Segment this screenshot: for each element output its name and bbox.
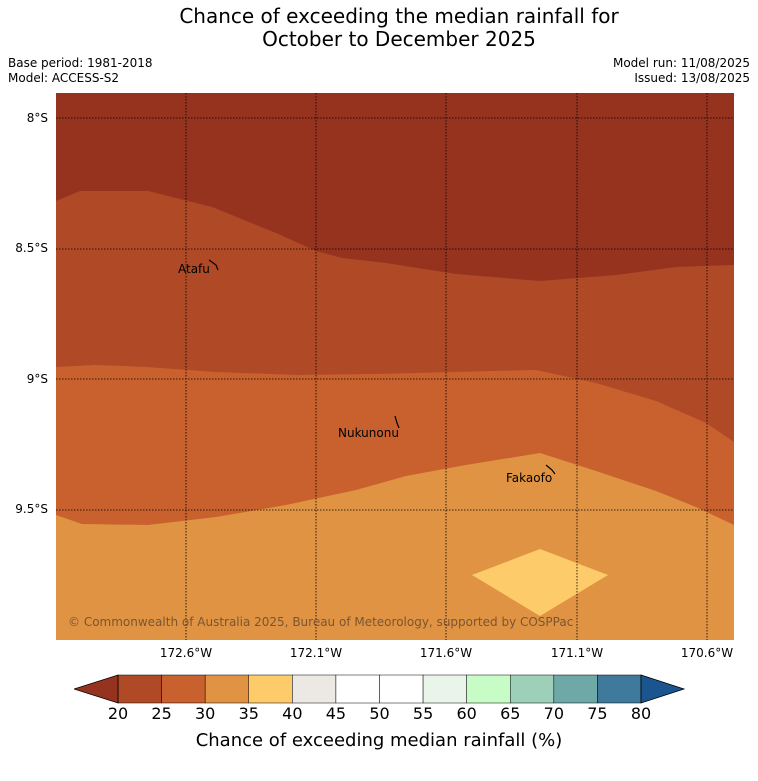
colorbar-segment: [466, 674, 511, 704]
colorbar-segment: [597, 674, 642, 704]
colorbar-segment: [510, 674, 555, 704]
model-run-text: Model run: 11/08/2025: [612, 56, 750, 70]
base-period-text: Base period: 1981-2018: [8, 56, 153, 70]
colorbar-segments: [117, 674, 642, 704]
region-40-45: [472, 549, 608, 616]
lon-label-172-1w: 172.1°W: [289, 646, 343, 660]
graticule: [56, 93, 734, 640]
title-line-1: Chance of exceeding the median rainfall …: [179, 4, 619, 28]
place-label-atafu: Atafu: [178, 262, 210, 276]
colorbar-tick-label: 35: [238, 704, 259, 723]
lat-label-9s: 9°S: [26, 372, 48, 386]
colorbar-tick-label: 55: [412, 704, 434, 723]
colorbar-tick-label: 30: [194, 704, 216, 723]
lon-label-171-1w: 171.1°W: [550, 646, 604, 660]
colorbar-tick-label: 45: [325, 704, 347, 723]
colorbar-segment: [553, 674, 598, 704]
colorbar-tick-label: 50: [369, 704, 390, 723]
colorbar-segment: [335, 674, 380, 704]
lon-label-171-6w: 171.6°W: [419, 646, 473, 660]
colorbar-tick-label: 80: [630, 704, 652, 723]
lat-label-8-5s: 8.5°S: [15, 241, 48, 255]
metadata-right: Model run: 11/08/2025 Issued: 13/08/2025: [613, 56, 750, 86]
colorbar-label: Chance of exceeding median rainfall (%): [195, 730, 563, 751]
colorbar-over-arrow: [640, 674, 686, 704]
fakaofo-atoll: [545, 464, 556, 475]
colorbar-segment: [248, 674, 293, 704]
atafu-atoll: [208, 259, 219, 271]
lon-label-170-6w: 170.6°W: [680, 646, 734, 660]
colorbar-segment: [204, 674, 250, 704]
colorbar-under-arrow: [74, 674, 119, 704]
map-title: Chance of exceeding the median rainfall …: [0, 5, 758, 51]
lat-label-8s: 8°S: [26, 111, 48, 125]
colorbar-tick-label: 60: [456, 704, 477, 723]
colorbar-segment: [117, 674, 162, 704]
colorbar-segment: [422, 674, 467, 704]
place-label-fakaofo: Fakaofo: [506, 471, 552, 485]
colorbar-segment: [161, 674, 206, 704]
colorbar: [74, 674, 686, 704]
metadata-left: Base period: 1981-2018 Model: ACCESS-S2: [8, 56, 153, 86]
nukunonu-atoll: [394, 415, 400, 429]
lon-label-172-6w: 172.6°W: [159, 646, 213, 660]
colorbar-tick-label: 75: [587, 704, 608, 723]
rainfall-probability-map: Atafu Nukunonu Fakaofo © Commonwealth of…: [56, 93, 734, 640]
colorbar-segment: [379, 674, 424, 704]
colorbar-tick-label: 25: [151, 704, 172, 723]
title-line-2: October to December 2025: [262, 27, 536, 51]
issued-text: Issued: 13/08/2025: [634, 71, 750, 85]
colorbar-tick-label: 20: [107, 704, 129, 723]
model-text: Model: ACCESS-S2: [8, 71, 120, 85]
place-label-nukunonu: Nukunonu: [338, 426, 399, 440]
copyright-text: © Commonwealth of Australia 2025, Bureau…: [68, 615, 573, 629]
lat-label-9-5s: 9.5°S: [15, 502, 48, 516]
colorbar-tick-label: 70: [543, 704, 564, 723]
colorbar-tick-label: 40: [282, 704, 303, 723]
colorbar-tick-label: 65: [500, 704, 521, 723]
colorbar-segment: [292, 674, 337, 704]
